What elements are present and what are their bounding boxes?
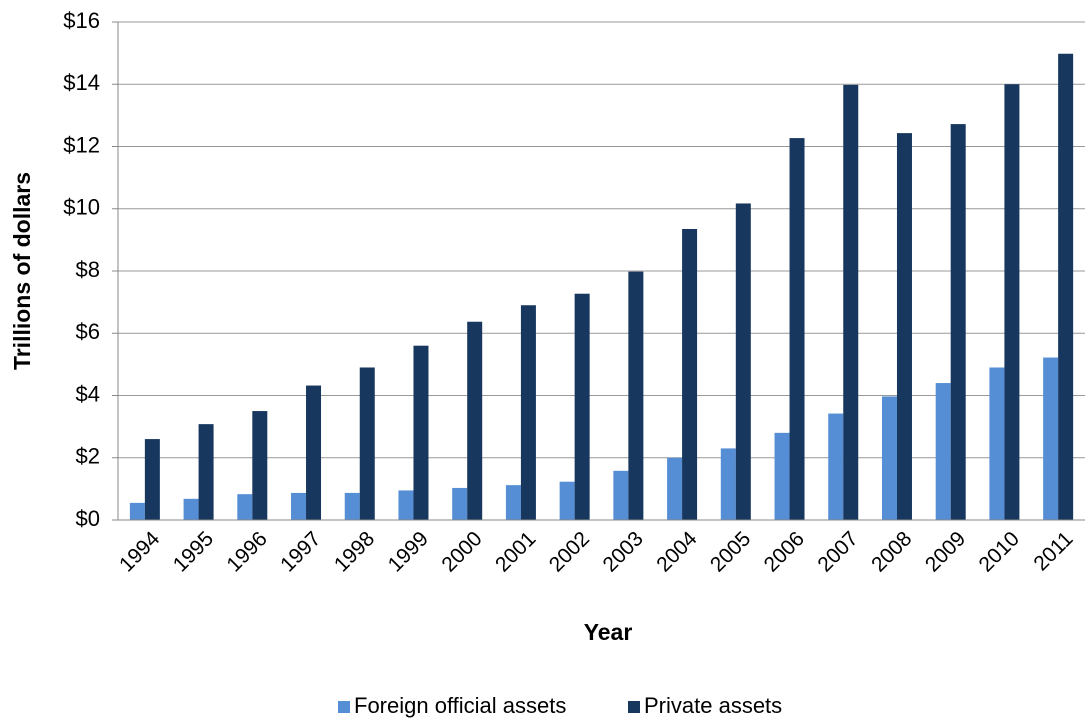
bar	[344, 492, 360, 520]
bar	[413, 345, 429, 520]
bar	[452, 487, 468, 520]
x-tick-label: 1998	[330, 527, 379, 576]
y-tick-label: $6	[76, 319, 100, 344]
x-tick-label: 2005	[706, 527, 755, 576]
bar	[467, 321, 483, 520]
x-tick-label: 2000	[437, 527, 486, 576]
bar	[252, 411, 268, 520]
bar	[613, 470, 629, 520]
bar	[520, 305, 536, 520]
bar	[144, 439, 160, 520]
y-tick-label: $16	[63, 8, 100, 33]
legend-label: Foreign official assets	[354, 693, 566, 718]
bar	[1004, 84, 1020, 520]
bar	[183, 498, 199, 520]
y-axis-title: Trillions of dollars	[9, 172, 35, 370]
bar	[667, 457, 683, 520]
x-tick-label: 2007	[813, 527, 862, 576]
bar	[881, 396, 897, 520]
x-tick-label: 2001	[491, 527, 540, 576]
bar	[682, 228, 698, 520]
bar	[789, 138, 805, 520]
bar	[935, 383, 951, 520]
x-tick-label: 1999	[384, 527, 433, 576]
bar	[198, 424, 214, 520]
bar	[720, 448, 736, 520]
legend-label: Private assets	[644, 693, 782, 718]
y-tick-label: $2	[76, 444, 100, 469]
legend-swatch	[628, 701, 640, 713]
x-axis-title: Year	[584, 619, 633, 645]
bar	[735, 203, 751, 521]
bar	[896, 133, 912, 520]
bar	[574, 293, 590, 520]
x-tick-label: 1995	[169, 527, 218, 576]
bar	[1058, 53, 1074, 521]
legend-swatch	[338, 701, 350, 713]
bar	[774, 432, 790, 520]
x-tick-label: 2002	[545, 527, 594, 576]
bar	[843, 84, 859, 520]
bar	[628, 271, 644, 520]
x-tick-label: 2010	[975, 527, 1024, 576]
bar	[950, 124, 966, 520]
bar	[828, 413, 844, 520]
x-tick-label: 2008	[867, 527, 916, 576]
y-tick-label: $4	[76, 381, 100, 406]
x-tick-label: 1994	[115, 527, 165, 577]
bar	[129, 502, 145, 520]
x-tick-label: 2006	[760, 527, 809, 576]
bar	[359, 367, 375, 520]
x-tick-label: 2004	[652, 527, 702, 577]
x-tick-label: 2003	[599, 527, 648, 576]
x-tick-label: 1996	[222, 527, 271, 576]
bar	[1043, 357, 1059, 520]
y-tick-label: $12	[63, 132, 100, 157]
y-tick-label: $8	[76, 257, 100, 282]
bar	[237, 494, 253, 520]
bar	[559, 481, 575, 520]
x-tick-label: 2009	[921, 527, 970, 576]
bar	[505, 485, 521, 520]
x-tick-label: 1997	[276, 527, 325, 576]
bar	[306, 385, 322, 520]
bar	[398, 490, 414, 520]
y-tick-label: $0	[76, 506, 100, 531]
bar	[291, 492, 307, 520]
y-tick-label: $14	[63, 70, 100, 95]
bar	[989, 367, 1005, 520]
x-tick-label: 2011	[1029, 527, 1077, 575]
y-tick-label: $10	[63, 195, 100, 220]
